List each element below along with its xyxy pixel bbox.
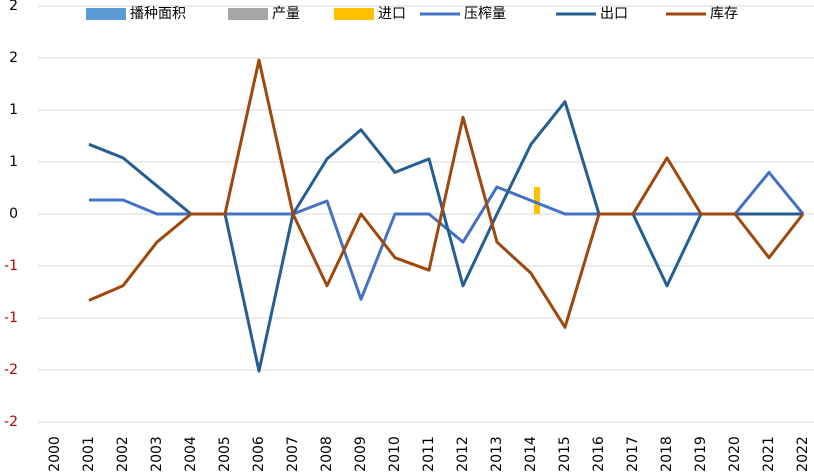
x-tick-label: 2015 (557, 436, 573, 472)
legend-label: 播种面积 (130, 6, 186, 22)
x-tick-label: 2010 (387, 436, 403, 472)
x-tick-label: 2007 (285, 436, 301, 472)
x-tick-label: 2001 (81, 436, 97, 472)
legend-label: 产量 (272, 6, 300, 22)
x-tick-label: 2002 (115, 436, 131, 472)
x-tick-label: 2018 (659, 436, 675, 472)
legend-label: 压榨量 (464, 5, 506, 22)
y-tick-label: -2 (4, 414, 18, 430)
x-tick-label: 2020 (727, 436, 743, 472)
y-tick-label: -1 (4, 258, 18, 274)
x-tick-label: 2003 (149, 436, 165, 472)
x-tick-label: 2021 (761, 436, 777, 472)
y-tick-label: 2 (9, 0, 18, 14)
y-tick-label: 1 (9, 102, 18, 118)
x-tick-label: 2016 (591, 436, 607, 472)
line (88, 100, 803, 373)
legend-swatch (334, 8, 374, 20)
x-tick-label: 2013 (489, 436, 505, 472)
x-tick-label: 2005 (217, 436, 233, 472)
x-tick-label: 2014 (523, 436, 539, 472)
y-tick-label: -2 (4, 362, 18, 378)
x-tick-label: 2006 (251, 436, 267, 472)
x-tick-label: 2017 (625, 436, 641, 472)
y-tick-label: -1 (4, 310, 18, 326)
line (88, 58, 805, 329)
y-tick-label: 2 (9, 50, 18, 66)
x-tick-label: 2011 (421, 436, 437, 472)
x-tick-label: 2008 (319, 436, 335, 472)
bar (534, 186, 540, 214)
y-tick-label: 1 (9, 154, 18, 170)
legend-swatch (86, 8, 126, 20)
legend-swatch (228, 8, 268, 20)
x-tick-label: 2019 (693, 436, 709, 472)
legend-label: 进口 (378, 6, 406, 22)
legend-label: 库存 (710, 6, 738, 22)
legend-label: 出口 (600, 6, 628, 22)
x-tick-label: 2012 (455, 436, 471, 472)
x-tick-label: 2009 (353, 436, 369, 472)
x-tick-label: 2000 (47, 436, 63, 472)
x-tick-label: 2022 (795, 436, 811, 472)
y-tick-label: 0 (9, 206, 18, 222)
x-tick-label: 2004 (183, 436, 199, 472)
